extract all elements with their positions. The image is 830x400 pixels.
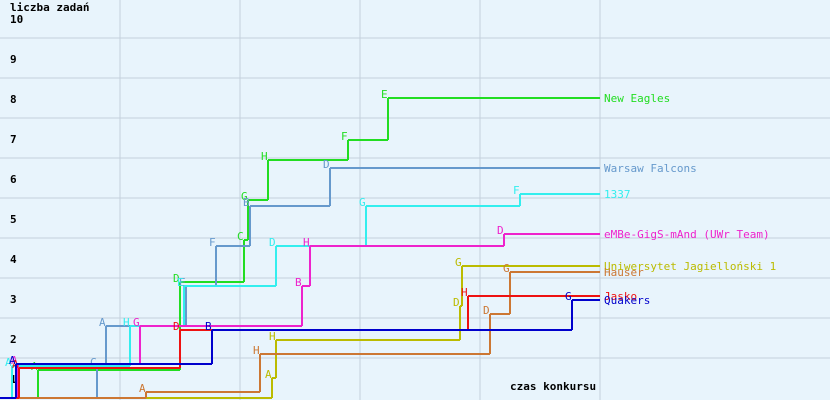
y-tick-label: 10	[10, 13, 23, 26]
problem-label: B	[243, 196, 250, 209]
problem-label: H	[269, 330, 276, 343]
problem-label: B	[205, 320, 212, 333]
team-name: Quakers	[604, 294, 650, 307]
problem-label: A	[9, 354, 16, 367]
problem-label: F	[513, 184, 520, 197]
problem-label: D	[269, 236, 276, 249]
x-axis-label: czas konkursu	[510, 380, 596, 393]
problem-label: A	[265, 368, 272, 381]
team-name: eMBe-GigS-mAnd (UWr Team)	[604, 228, 770, 241]
problem-label: G	[455, 256, 462, 269]
problem-label: E	[179, 276, 186, 289]
team-name: Hauser	[604, 266, 644, 279]
y-tick-label: 3	[10, 293, 17, 306]
problem-label: A	[99, 316, 106, 329]
y-tick-label: 9	[10, 53, 17, 66]
problem-label: F	[341, 130, 348, 143]
team-name: Uniwersytet Jagielloński 1	[604, 260, 776, 273]
y-axis-label: liczba zadań	[10, 1, 89, 14]
problem-label: B	[295, 276, 302, 289]
problem-label: C	[90, 356, 97, 369]
problem-label: A	[11, 354, 18, 367]
y-tick-label: 8	[10, 93, 17, 106]
team-name: Jasko	[604, 290, 637, 303]
problem-label: G	[133, 316, 140, 329]
problem-label: D	[483, 304, 490, 317]
problem-label: G	[503, 262, 510, 275]
problem-label: C	[237, 230, 244, 243]
y-tick-label: 2	[10, 333, 17, 346]
problem-label: H	[253, 344, 260, 357]
team-name: New Eagles	[604, 92, 670, 105]
problem-label: H	[303, 236, 310, 249]
y-tick-label: 6	[10, 173, 17, 186]
y-tick-label: 5	[10, 213, 17, 226]
y-tick-label: 7	[10, 133, 17, 146]
team-line: ADCGHFENew Eagles	[0, 88, 670, 399]
problem-label: G	[565, 290, 572, 303]
team-name: 1337	[604, 188, 631, 201]
y-tick-label: 4	[10, 253, 17, 266]
problem-label: D	[323, 158, 330, 171]
problem-label: A	[5, 356, 12, 369]
problem-label: D	[497, 224, 504, 237]
problem-label: G	[241, 190, 248, 203]
problem-label: H	[461, 286, 468, 299]
y-tick-label: 1	[10, 373, 17, 386]
problem-label: D	[173, 272, 180, 285]
problem-label: H	[261, 150, 268, 163]
problem-label: D	[453, 296, 460, 309]
problem-label: E	[177, 276, 184, 289]
problem-label: E	[381, 88, 388, 101]
team-name: Warsaw Falcons	[604, 162, 697, 175]
problem-label: F	[209, 236, 216, 249]
problem-label: G	[359, 196, 366, 209]
problem-label: H	[123, 316, 130, 329]
team-line: A B G Quakers	[0, 290, 650, 399]
problem-label: D	[173, 320, 180, 333]
problem-label: A	[139, 382, 146, 395]
